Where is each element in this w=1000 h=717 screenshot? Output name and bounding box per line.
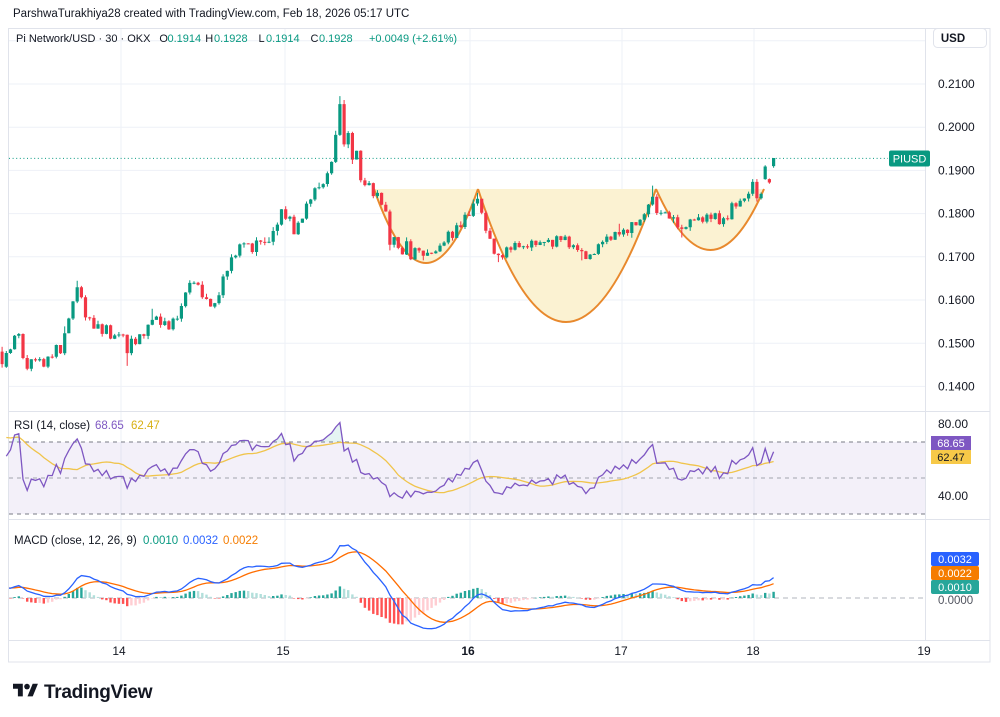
svg-text:0.0010: 0.0010 (938, 582, 972, 594)
svg-text:68.65: 68.65 (937, 438, 965, 450)
svg-text:+0.0049 (+2.61%): +0.0049 (+2.61%) (369, 33, 457, 45)
svg-text:L: L (259, 33, 265, 45)
svg-text:80.00: 80.00 (938, 417, 968, 431)
svg-text:0.1900: 0.1900 (938, 164, 975, 178)
svg-text:PIUSD: PIUSD (893, 154, 927, 166)
svg-text:0.1400: 0.1400 (938, 380, 975, 394)
svg-text:MACD (close, 12, 26, 9): MACD (close, 12, 26, 9) (14, 535, 137, 547)
svg-text:0.1500: 0.1500 (938, 336, 975, 350)
svg-text:0.1600: 0.1600 (938, 293, 975, 307)
svg-text:0.0032: 0.0032 (938, 554, 972, 566)
svg-text:40.00: 40.00 (938, 489, 968, 503)
svg-text:0.0032: 0.0032 (183, 535, 218, 547)
svg-text:16: 16 (461, 644, 475, 658)
svg-text:17: 17 (614, 644, 628, 658)
svg-text:0.2000: 0.2000 (938, 120, 975, 134)
svg-text:0.2100: 0.2100 (938, 77, 975, 91)
svg-text:0.0022: 0.0022 (938, 568, 972, 580)
svg-text:RSI (14, close): RSI (14, close) (14, 420, 90, 432)
svg-text:USD: USD (941, 33, 965, 45)
svg-text:0.0022: 0.0022 (223, 535, 258, 547)
svg-text:0.1700: 0.1700 (938, 250, 975, 264)
svg-text:0.0010: 0.0010 (143, 535, 178, 547)
svg-text:0.1800: 0.1800 (938, 207, 975, 221)
svg-text:O: O (159, 33, 168, 45)
svg-text:H: H (205, 33, 213, 45)
svg-text:C: C (311, 33, 319, 45)
svg-text:Pi Network/USD · 30 · OKX: Pi Network/USD · 30 · OKX (16, 33, 151, 45)
svg-text:62.47: 62.47 (131, 420, 160, 432)
svg-text:0.1928: 0.1928 (319, 33, 353, 45)
svg-text:0.0000: 0.0000 (938, 595, 973, 607)
svg-text:68.65: 68.65 (95, 420, 124, 432)
svg-text:0.1914: 0.1914 (266, 33, 300, 45)
svg-text:0.1928: 0.1928 (214, 33, 248, 45)
svg-text:18: 18 (746, 644, 760, 658)
svg-text:14: 14 (112, 644, 126, 658)
svg-text:ParshwaTurakhiya28 created wit: ParshwaTurakhiya28 created with TradingV… (13, 8, 409, 20)
svg-text:15: 15 (276, 644, 290, 658)
svg-text:62.47: 62.47 (937, 452, 965, 464)
svg-text:19: 19 (917, 644, 931, 658)
svg-text:TradingView: TradingView (44, 682, 153, 703)
svg-text:0.1914: 0.1914 (168, 33, 202, 45)
